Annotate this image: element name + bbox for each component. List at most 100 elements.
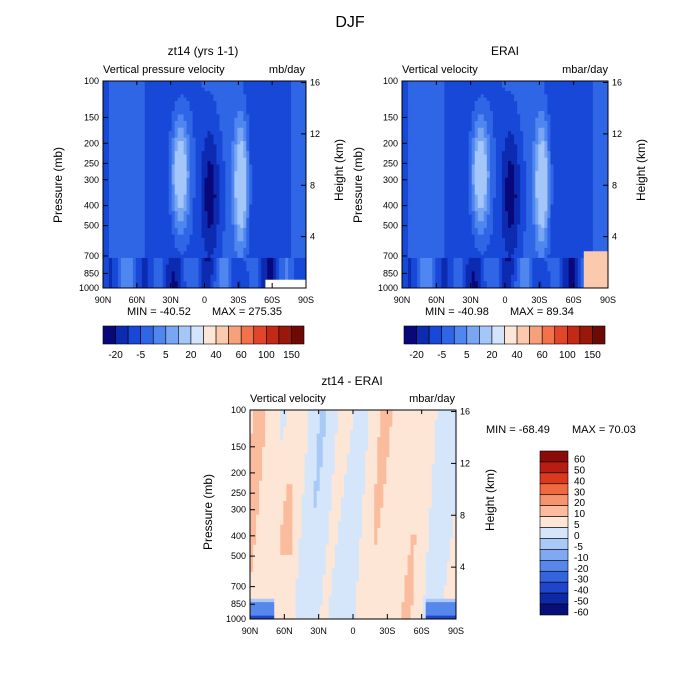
field-cell	[120, 161, 125, 165]
field-cell	[225, 87, 229, 92]
field-cell	[405, 87, 409, 92]
field-cell	[141, 241, 146, 245]
panel-model-min-label: MIN = -40.52	[127, 306, 191, 318]
field-cell	[225, 164, 229, 169]
field-cell	[111, 267, 116, 272]
field-cell	[156, 234, 161, 239]
field-cell	[111, 177, 116, 182]
field-cell	[255, 177, 259, 182]
field-cell	[219, 277, 223, 282]
field-cell	[237, 84, 241, 89]
field-cell	[192, 134, 196, 139]
field-cell	[111, 224, 116, 229]
field-cell	[129, 151, 134, 155]
field-cell	[198, 187, 202, 192]
field-cell	[225, 224, 229, 229]
field-cell	[294, 191, 298, 195]
field-cell	[303, 187, 307, 192]
field-cell	[108, 184, 113, 189]
field-cell	[210, 87, 214, 92]
field-cell	[120, 267, 125, 272]
field-cell	[123, 174, 128, 179]
field-cell	[252, 244, 256, 249]
field-cell	[234, 237, 238, 242]
field-cell	[147, 244, 152, 249]
field-cell	[174, 117, 179, 122]
field-cell	[162, 211, 167, 215]
field-cell	[180, 254, 185, 259]
field-cell	[105, 107, 110, 112]
field-cell	[192, 84, 196, 89]
field-cell	[234, 141, 238, 145]
field-cell	[529, 94, 533, 99]
field-cell	[255, 84, 259, 89]
field-cell	[135, 104, 140, 109]
field-cell	[171, 244, 176, 249]
field-cell	[192, 141, 196, 145]
field-cell	[237, 257, 241, 262]
field-cell	[544, 84, 548, 89]
field-cell	[207, 227, 211, 232]
field-cell	[231, 174, 235, 179]
field-cell	[282, 164, 286, 169]
field-cell	[276, 111, 280, 115]
field-cell	[432, 91, 436, 95]
field-cell	[180, 104, 185, 109]
field-cell	[103, 174, 107, 179]
field-cell	[255, 274, 259, 279]
field-cell	[240, 241, 244, 245]
field-cell	[180, 204, 185, 209]
panel-model-max-label: MAX = 275.35	[212, 306, 282, 318]
field-cell	[261, 264, 265, 269]
field-cell	[468, 87, 473, 92]
field-cell	[195, 121, 199, 125]
field-cell	[237, 164, 241, 169]
field-cell	[183, 101, 187, 105]
field-cell	[108, 181, 113, 185]
field-cell	[291, 177, 295, 182]
field-cell	[303, 101, 307, 105]
field-cell	[129, 111, 134, 115]
field-cell	[201, 101, 205, 105]
field-cell	[192, 164, 196, 169]
field-cell	[183, 271, 187, 276]
field-cell	[264, 161, 268, 165]
field-cell	[186, 221, 190, 225]
field-cell	[198, 127, 202, 132]
field-cell	[255, 184, 259, 189]
field-cell	[240, 81, 244, 85]
field-cell	[213, 87, 217, 92]
field-cell	[207, 267, 211, 272]
field-cell	[210, 234, 214, 239]
field-cell	[147, 201, 152, 205]
field-cell	[162, 171, 167, 175]
field-cell	[562, 81, 566, 85]
field-cell	[480, 101, 485, 105]
field-cell	[541, 104, 545, 109]
field-cell	[183, 251, 187, 256]
field-cell	[255, 157, 259, 162]
field-cell	[117, 197, 122, 202]
field-cell	[303, 164, 307, 169]
field-cell	[183, 151, 187, 155]
colorbar-box	[115, 325, 129, 345]
field-cell	[505, 101, 509, 105]
field-cell	[204, 277, 208, 282]
field-cell	[219, 161, 223, 165]
field-cell	[279, 247, 283, 252]
field-cell	[201, 171, 205, 175]
field-cell	[111, 87, 116, 92]
field-cell	[402, 101, 406, 105]
field-cell	[117, 184, 122, 189]
field-cell	[258, 217, 262, 222]
field-cell	[201, 154, 205, 159]
field-cell	[553, 94, 557, 99]
field-cell	[300, 171, 304, 175]
field-cell	[598, 107, 603, 112]
field-cell	[144, 224, 149, 229]
field-cell	[103, 127, 107, 132]
field-cell	[201, 94, 205, 99]
field-cell	[228, 204, 232, 209]
field-cell	[498, 81, 503, 85]
field-cell	[222, 284, 226, 289]
